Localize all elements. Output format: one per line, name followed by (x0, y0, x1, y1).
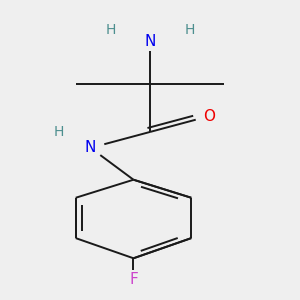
Text: O: O (203, 109, 215, 124)
Text: H: H (54, 125, 64, 139)
Text: N: N (144, 34, 156, 49)
Text: F: F (129, 272, 138, 287)
Text: H: H (184, 23, 195, 37)
Text: H: H (105, 23, 116, 37)
Text: N: N (85, 140, 96, 155)
